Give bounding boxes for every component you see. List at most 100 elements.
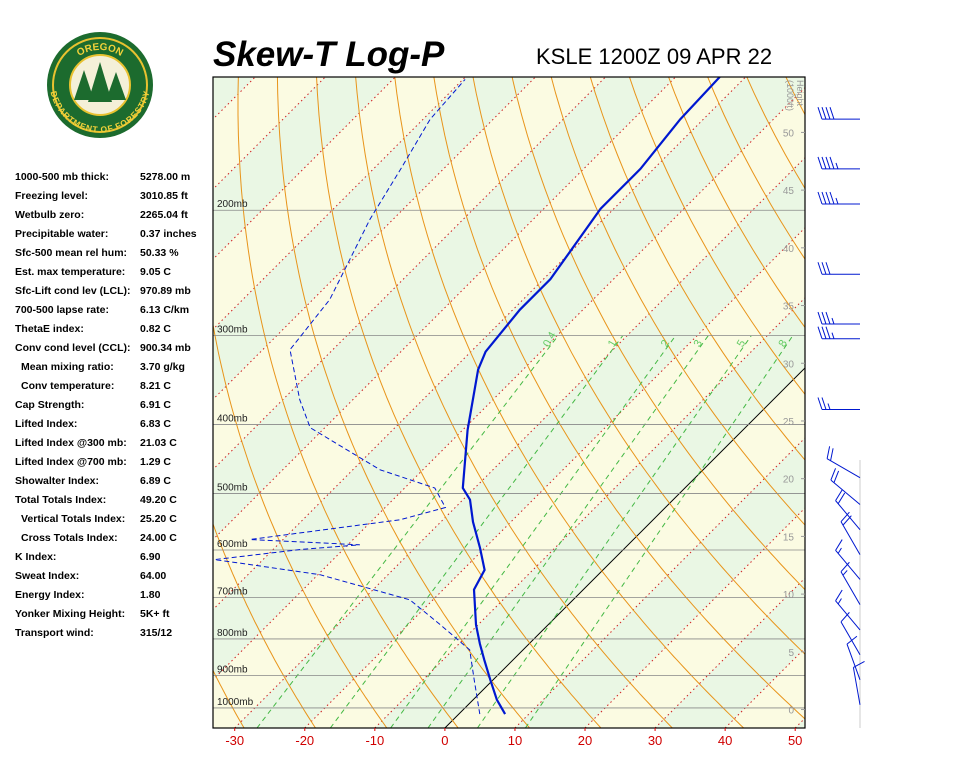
- stat-label: Lifted Index @300 mb:: [15, 437, 127, 449]
- x-tick-label: -10: [365, 733, 384, 748]
- dry-adiabat: [433, 77, 805, 720]
- dry-adiabat: [316, 77, 602, 728]
- x-tick-label: 0: [441, 733, 448, 748]
- mixing-ratio-label: 8: [777, 338, 790, 349]
- wind-barb: [817, 311, 860, 325]
- wind-barb: [817, 262, 860, 275]
- dry-adiabat: [589, 77, 805, 461]
- logo: OREGON DEPARTMENT OF FORESTRY: [47, 32, 153, 138]
- stat-value: 900.34 mb: [140, 342, 191, 354]
- isotherm: [234, 157, 805, 728]
- stat-label: Est. max temperature:: [15, 266, 125, 278]
- pressure-label: 600mb: [217, 539, 248, 550]
- stat-value: 9.05 C: [140, 266, 171, 278]
- stat-label: Showalter Index:: [15, 475, 99, 487]
- stat-value: 6.83 C: [140, 418, 171, 430]
- dry-adiabat: [550, 77, 805, 526]
- plot-background: [213, 70, 960, 728]
- stat-value: 6.91 C: [140, 399, 171, 411]
- wind-barb: [817, 107, 860, 120]
- band: [213, 77, 805, 680]
- stat-value: 1.80: [140, 589, 161, 601]
- pressure-label: 700mb: [217, 587, 248, 598]
- dry-adiabat: [511, 77, 805, 591]
- stat-label: 1000-500 mb thick:: [15, 171, 109, 183]
- height-label: 5: [788, 648, 794, 659]
- wind-barb: [830, 468, 861, 505]
- stat-label: Sweat Index:: [15, 570, 79, 582]
- isotherm: [865, 77, 960, 728]
- pressure-label: 300mb: [217, 325, 248, 336]
- stat-value: 0.82 C: [140, 323, 171, 335]
- dewpoint-line: [214, 79, 481, 715]
- stat-label: Conv cond level (CCL):: [15, 342, 131, 354]
- mixing-ratio-label: 3: [692, 338, 705, 349]
- wind-barbs: [817, 107, 865, 705]
- dry-adiabat: [355, 77, 673, 728]
- x-tick-label: -30: [225, 733, 244, 748]
- stat-value: 49.20 C: [140, 494, 177, 506]
- x-tick-label: 50: [788, 733, 802, 748]
- isotherm: [374, 297, 805, 728]
- axes: 0.4 1 2 3 5 8200mb300mb400mb500mb600mb700mb80…: [217, 80, 805, 748]
- wind-barb: [846, 635, 861, 680]
- stat-value: 5K+ ft: [140, 608, 170, 620]
- station: KSLE 1200Z 09 APR 22: [536, 44, 772, 69]
- stat-value: 315/12: [140, 627, 172, 639]
- band: [213, 87, 805, 728]
- dry-adiabat: [938, 70, 960, 728]
- stat-value: 6.89 C: [140, 475, 171, 487]
- stat-label: Cap Strength:: [15, 399, 84, 411]
- stat-label: Sfc-Lift cond lev (LCL):: [15, 285, 131, 297]
- logo-top-text: OREGON: [75, 42, 125, 59]
- isotherm: [213, 77, 676, 541]
- isotherm: [304, 227, 805, 728]
- stat-label: Lifted Index @700 mb:: [15, 456, 127, 468]
- x-tick-label: 30: [648, 733, 662, 748]
- wind-barb: [817, 326, 860, 340]
- wind-barb: [817, 156, 860, 170]
- wind-barb: [835, 489, 861, 531]
- stat-value: 1.29 C: [140, 456, 171, 468]
- wind-barb: [835, 539, 861, 580]
- stat-label: Lifted Index:: [15, 418, 77, 430]
- dry-adiabat: [628, 77, 805, 396]
- isotherm: [584, 507, 805, 728]
- wind-barb: [840, 511, 861, 555]
- dry-adiabat: [785, 77, 805, 116]
- band: [374, 297, 805, 728]
- height-label: 45: [783, 186, 795, 197]
- mixing-ratio-label: 2: [659, 338, 672, 349]
- pressure-label: 800mb: [217, 628, 248, 639]
- band: [514, 437, 805, 728]
- stat-label: Energy Index:: [15, 589, 84, 601]
- stat-label: Precipitable water:: [15, 228, 108, 240]
- height-label: 35: [783, 302, 795, 313]
- stat-label: Total Totals Index:: [15, 494, 106, 506]
- height-axis-title: (1000ft): [785, 80, 795, 111]
- wind-barb: [840, 561, 861, 605]
- stat-value: 970.89 mb: [140, 285, 191, 297]
- stat-label: Freezing level:: [15, 190, 88, 202]
- mixing-ratio-line: [524, 335, 794, 728]
- stat-value: 8.21 C: [140, 380, 171, 392]
- height-label: 20: [783, 475, 795, 486]
- isotherm: [444, 367, 805, 728]
- wind-barb: [826, 446, 861, 479]
- band: [234, 157, 805, 728]
- wind-barb: [835, 589, 861, 631]
- height-label: 25: [783, 417, 795, 428]
- mixing-ratio-line: [477, 335, 752, 728]
- stat-value: 3.70 g/kg: [140, 361, 185, 373]
- isotherm: [514, 437, 805, 728]
- height-label: 15: [783, 532, 795, 543]
- x-tick-label: 20: [578, 733, 592, 748]
- stat-value: 64.00: [140, 570, 166, 582]
- wind-barb: [817, 397, 860, 411]
- dry-adiabat: [899, 70, 960, 728]
- isotherm: [654, 577, 805, 728]
- stat-label: Sfc-500 mean rel hum:: [15, 247, 127, 259]
- stat-label: Conv temperature:: [21, 380, 114, 392]
- stat-label: Vertical Totals Index:: [21, 513, 125, 525]
